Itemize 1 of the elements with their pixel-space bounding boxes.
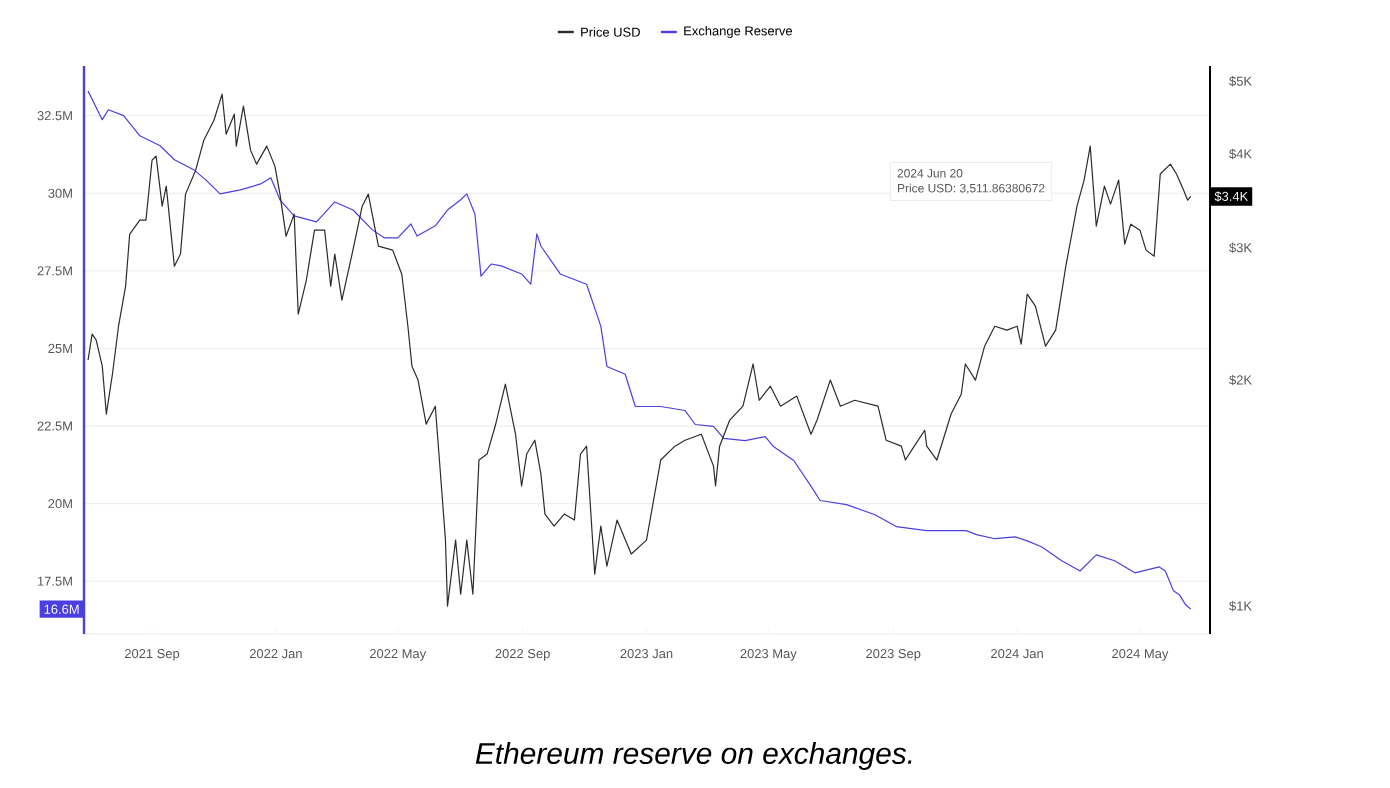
- text: Ethereum reserve on exchanges.: [475, 742, 912, 770]
